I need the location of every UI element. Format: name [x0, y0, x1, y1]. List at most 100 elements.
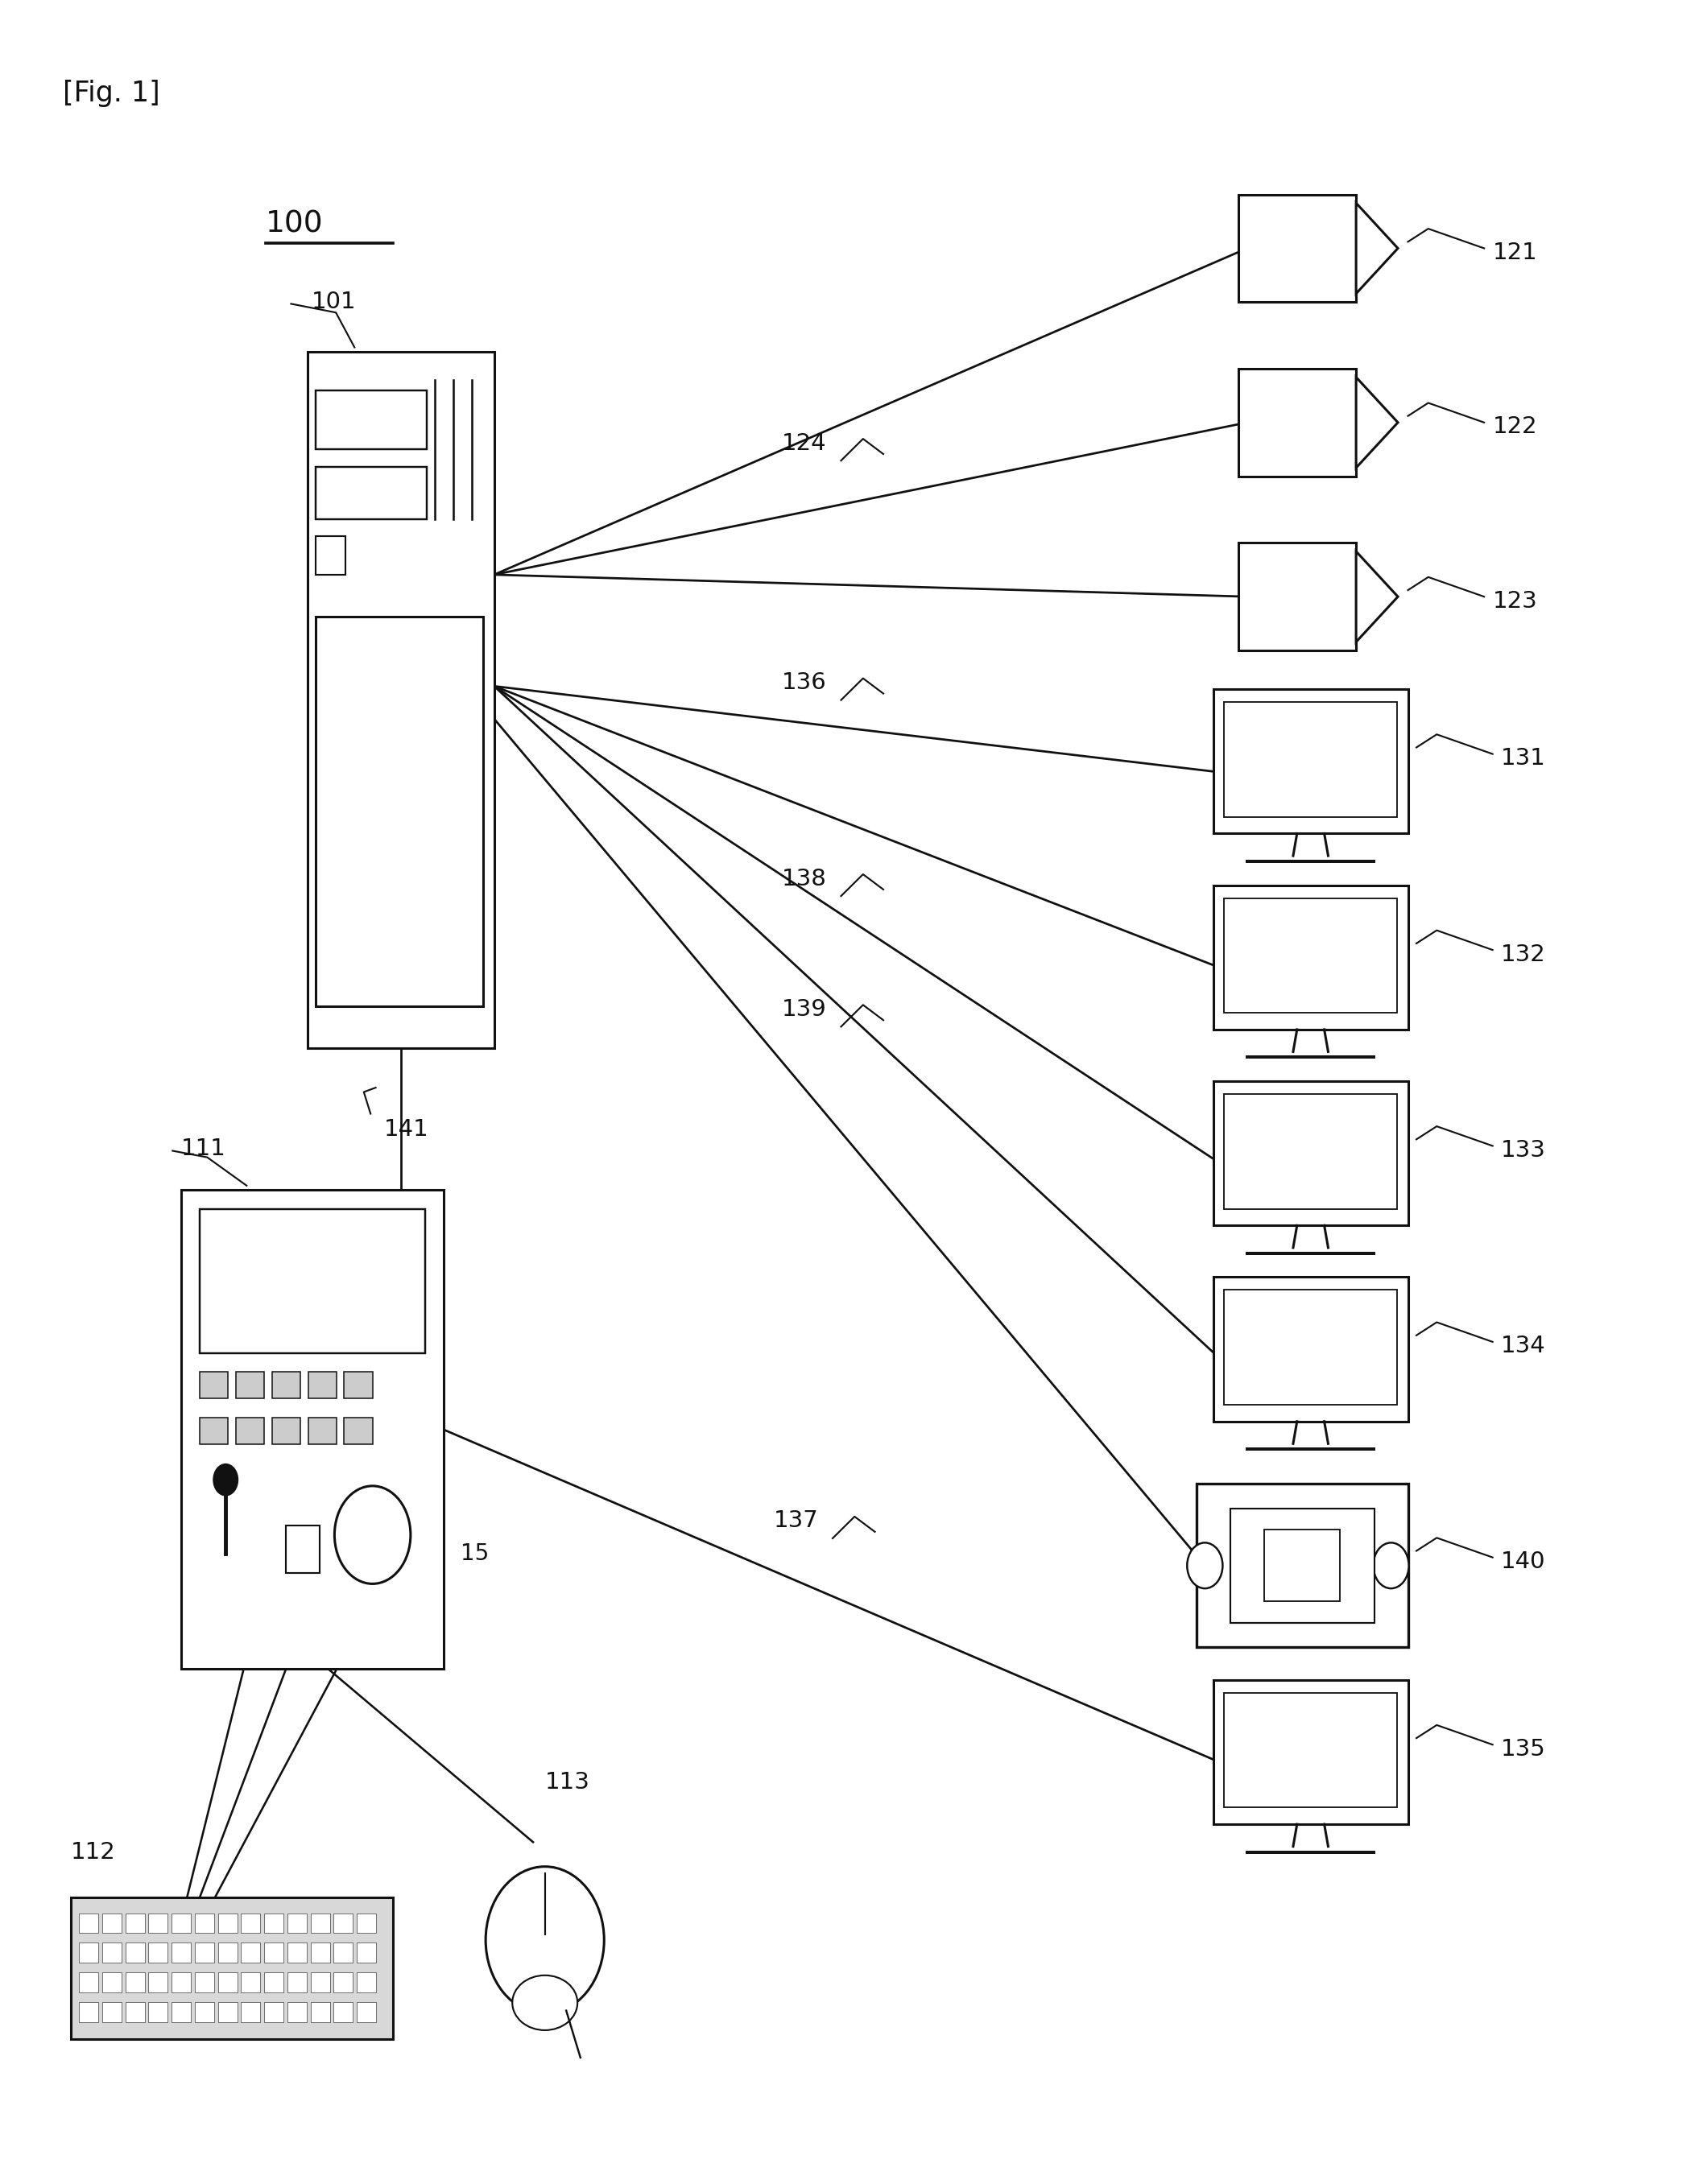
Bar [195, 1944, 214, 1963]
Ellipse shape [486, 1867, 605, 2014]
Bar [126, 1913, 144, 1933]
Circle shape [335, 1485, 411, 1583]
Bar [1223, 1291, 1397, 1404]
Bar [241, 1972, 260, 1992]
Bar [357, 1972, 375, 1992]
Text: 139: 139 [782, 998, 827, 1020]
Bar [199, 1372, 228, 1398]
Text: 136: 136 [782, 670, 827, 695]
Bar [316, 616, 483, 1007]
Bar [71, 1898, 392, 2040]
Bar [316, 391, 426, 450]
Polygon shape [1356, 203, 1398, 293]
Polygon shape [1356, 378, 1398, 467]
Text: 100: 100 [265, 210, 323, 238]
Text: 141: 141 [384, 1118, 430, 1140]
Bar [241, 1913, 260, 1933]
Bar [311, 1913, 330, 1933]
Bar [357, 1944, 375, 1963]
Bar [126, 2003, 144, 2022]
Bar [80, 2003, 99, 2022]
Bar [80, 1913, 99, 1933]
Bar [1239, 194, 1356, 301]
Bar [217, 1944, 238, 1963]
Bar [217, 1913, 238, 1933]
Bar [285, 1524, 319, 1572]
Bar [80, 1944, 99, 1963]
Bar [316, 467, 426, 520]
Bar [199, 1417, 228, 1444]
Bar [1213, 885, 1408, 1029]
Bar [1213, 1679, 1408, 1824]
Text: 112: 112 [71, 1841, 116, 1863]
Bar [236, 1417, 265, 1444]
Bar [148, 2003, 168, 2022]
Bar [272, 1372, 301, 1398]
Bar [1223, 898, 1397, 1013]
Bar [102, 2003, 122, 2022]
Bar [172, 1913, 190, 1933]
Text: 132: 132 [1500, 943, 1546, 965]
Bar [345, 1372, 374, 1398]
Text: [Fig. 1]: [Fig. 1] [63, 79, 160, 107]
Bar [1264, 1529, 1341, 1601]
Text: 113: 113 [545, 1771, 590, 1793]
Bar [217, 1972, 238, 1992]
Text: 140: 140 [1500, 1551, 1546, 1572]
Bar [1230, 1509, 1374, 1623]
Text: 135: 135 [1500, 1738, 1546, 1760]
Text: 123: 123 [1492, 590, 1538, 612]
Bar [272, 1417, 301, 1444]
Bar [265, 1913, 284, 1933]
Bar [311, 2003, 330, 2022]
Text: 133: 133 [1500, 1140, 1546, 1162]
Bar [1239, 544, 1356, 651]
Bar [199, 1210, 425, 1352]
Text: 121: 121 [1492, 242, 1538, 264]
Bar [241, 1944, 260, 1963]
Bar [308, 352, 494, 1048]
Bar [236, 1372, 265, 1398]
Text: 138: 138 [782, 867, 827, 891]
Bar [102, 1944, 122, 1963]
Text: 122: 122 [1492, 415, 1538, 439]
Text: 131: 131 [1500, 747, 1546, 769]
Bar [308, 1372, 336, 1398]
Bar [148, 1913, 168, 1933]
Text: 124: 124 [782, 432, 827, 454]
Circle shape [1373, 1542, 1408, 1588]
Polygon shape [1356, 550, 1398, 642]
Bar [1213, 690, 1408, 834]
Bar [345, 1417, 374, 1444]
Bar [333, 1972, 353, 1992]
Circle shape [214, 1463, 238, 1496]
Bar [102, 1913, 122, 1933]
Text: 134: 134 [1500, 1334, 1546, 1358]
Bar [357, 1913, 375, 1933]
Bar [217, 2003, 238, 2022]
Bar [1223, 1094, 1397, 1208]
Bar [148, 1944, 168, 1963]
Bar [172, 2003, 190, 2022]
Bar [287, 1913, 308, 1933]
Ellipse shape [513, 1974, 578, 2031]
Bar [195, 2003, 214, 2022]
Bar [148, 1972, 168, 1992]
Bar [333, 1913, 353, 1933]
Bar [241, 2003, 260, 2022]
Bar [333, 2003, 353, 2022]
Text: 137: 137 [773, 1509, 819, 1533]
Bar [182, 1190, 443, 1669]
Bar [1223, 1693, 1397, 1808]
Bar [311, 1944, 330, 1963]
Circle shape [1188, 1542, 1223, 1588]
Text: 15: 15 [460, 1542, 489, 1566]
Bar [265, 1972, 284, 1992]
Bar [265, 1944, 284, 1963]
Bar [102, 1972, 122, 1992]
Bar [1223, 701, 1397, 817]
Bar [1213, 1081, 1408, 1225]
Bar [1213, 1278, 1408, 1422]
Bar [265, 2003, 284, 2022]
Text: 101: 101 [311, 290, 357, 312]
